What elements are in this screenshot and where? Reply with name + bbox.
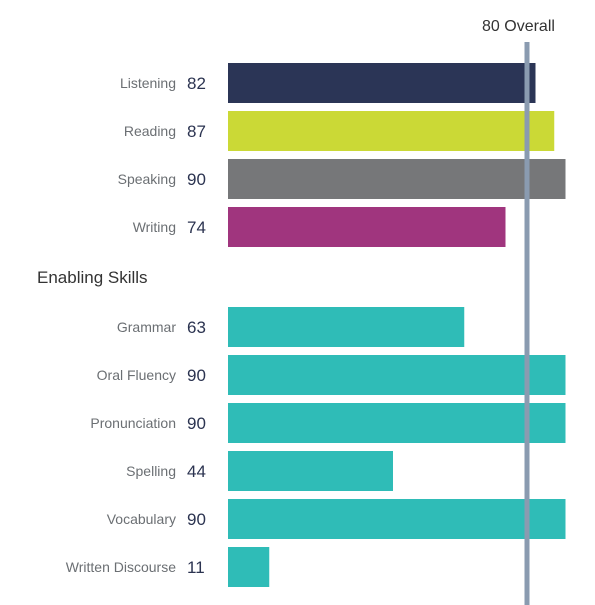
category-label-written-discourse: Written Discourse: [66, 559, 176, 575]
category-label-speaking: Speaking: [118, 171, 176, 187]
bar-listening: [228, 63, 536, 103]
value-label-reading: 87: [187, 122, 206, 141]
value-label-grammar: 63: [187, 318, 206, 337]
value-label-listening: 82: [187, 74, 206, 93]
bar-written-discourse: [228, 547, 270, 587]
bar-vocabulary: [228, 499, 566, 539]
value-label-writing: 74: [187, 218, 206, 237]
value-label-oral-fluency: 90: [187, 366, 206, 385]
value-label-spelling: 44: [187, 462, 206, 481]
bar-spelling: [228, 451, 393, 491]
value-label-vocabulary: 90: [187, 510, 206, 529]
bar-speaking: [228, 159, 566, 199]
category-label-reading: Reading: [124, 123, 176, 139]
category-label-pronunciation: Pronunciation: [90, 415, 176, 431]
bar-pronunciation: [228, 403, 566, 443]
bar-grammar: [228, 307, 465, 347]
bar-oral-fluency: [228, 355, 566, 395]
bar-writing: [228, 207, 506, 247]
category-label-spelling: Spelling: [126, 463, 176, 479]
value-label-written-discourse: 11: [187, 558, 205, 577]
bars-layer: [228, 63, 566, 587]
category-label-grammar: Grammar: [117, 319, 176, 335]
category-label-writing: Writing: [133, 219, 176, 235]
category-label-vocabulary: Vocabulary: [107, 511, 176, 527]
bar-reading: [228, 111, 555, 151]
value-label-pronunciation: 90: [187, 414, 206, 433]
value-label-speaking: 90: [187, 170, 206, 189]
category-label-oral-fluency: Oral Fluency: [97, 367, 176, 383]
category-label-listening: Listening: [120, 75, 176, 91]
section-title-enabling-skills: Enabling Skills: [37, 268, 148, 287]
overall-reference-label: 80 Overall: [482, 18, 555, 35]
labels-layer: Listening 82 Reading 87 Speaking 90 Writing 74 E…: [37, 74, 206, 577]
